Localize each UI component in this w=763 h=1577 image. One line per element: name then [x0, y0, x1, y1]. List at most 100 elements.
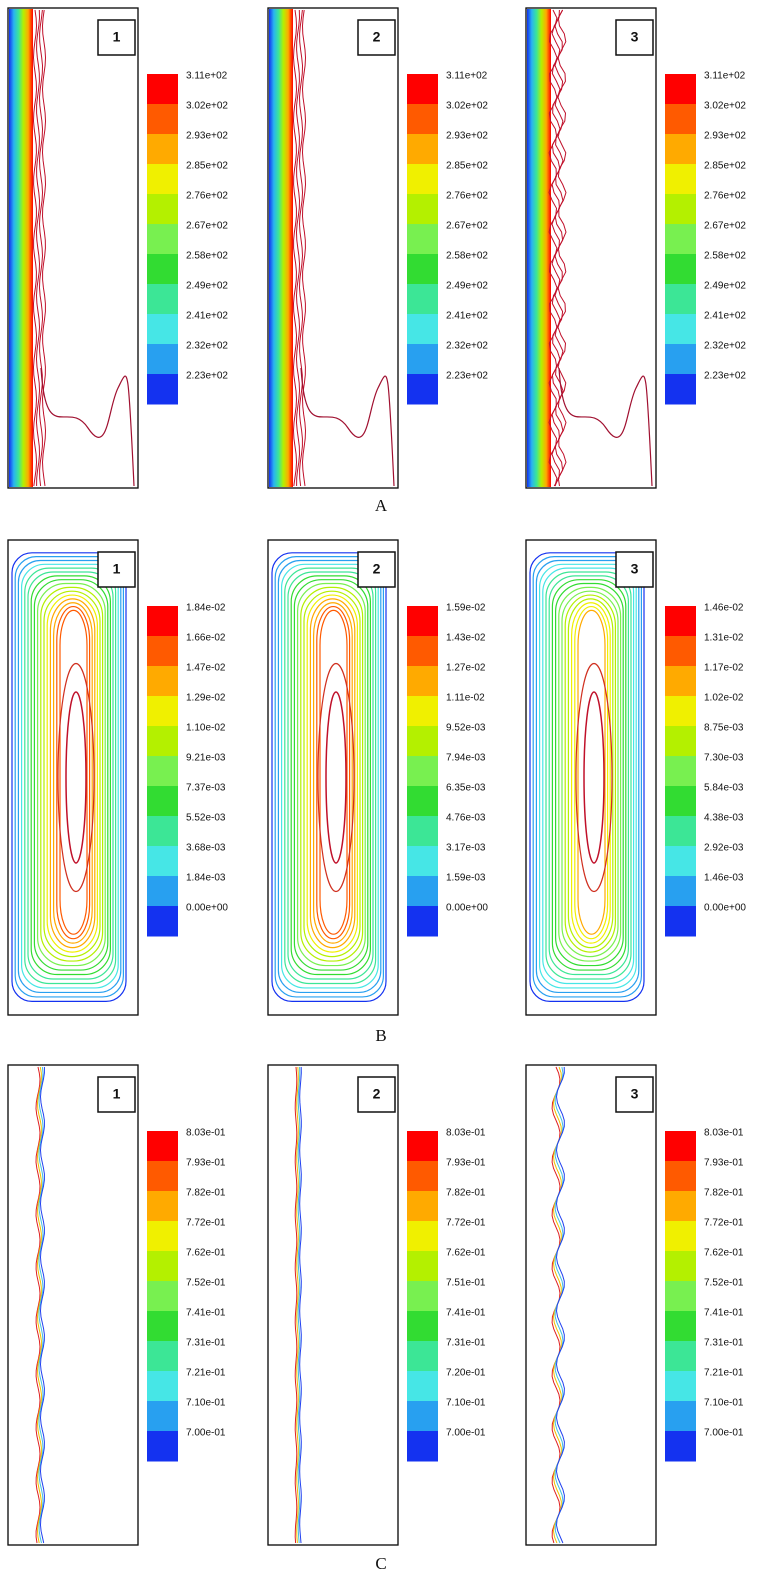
colorbar-swatch [147, 1191, 178, 1222]
colorbar-label: 7.62e-01 [446, 1248, 486, 1259]
colorbar-swatch [147, 134, 178, 165]
colorbar-label: 1.46e-02 [704, 603, 744, 614]
colorbar-label: 7.30e-03 [704, 753, 744, 764]
colorbar-label: 7.10e-01 [446, 1398, 486, 1409]
colorbar-label: 1.66e-02 [186, 633, 226, 644]
colorbar-label: 3.02e+02 [446, 101, 488, 112]
colorbar-label: 1.11e-02 [446, 693, 485, 704]
colorbar-swatch [665, 134, 696, 165]
colorbar-label: 7.52e-01 [186, 1278, 226, 1289]
colorbar-label: 2.49e+02 [186, 281, 228, 292]
colorbar-swatch [665, 756, 696, 787]
colorbar-label: 1.17e-02 [704, 663, 744, 674]
colorbar-label: 2.93e+02 [446, 131, 488, 142]
colorbar-label: 2.41e+02 [186, 311, 228, 322]
colorbar-label: 2.85e+02 [446, 161, 488, 172]
colorbar-swatch [407, 194, 438, 225]
colorbar-swatch [407, 816, 438, 847]
colorbar-swatch [407, 1311, 438, 1342]
colorbar-swatch [665, 1221, 696, 1252]
colorbar-swatch [407, 1371, 438, 1402]
colorbar-label: 2.85e+02 [186, 161, 228, 172]
colorbar-label: 2.93e+02 [704, 131, 746, 142]
colorbar-label: 7.20e-01 [446, 1368, 486, 1379]
colorbar-swatch [147, 164, 178, 195]
panel-label: 3 [631, 1086, 639, 1102]
colorbar-label: 5.52e-03 [186, 813, 226, 824]
colorbar-swatch [407, 1431, 438, 1462]
colorbar-label: 1.43e-02 [446, 633, 486, 644]
colorbar-label: 0.00e+00 [186, 903, 228, 914]
colorbar-swatch [407, 756, 438, 787]
colorbar-swatch [147, 1221, 178, 1252]
colorbar-label: 2.49e+02 [446, 281, 488, 292]
colorbar-swatch [665, 786, 696, 817]
colorbar-swatch [407, 164, 438, 195]
colorbar-swatch [665, 816, 696, 847]
colorbar-label: 7.00e-01 [704, 1428, 744, 1439]
colorbar-swatch [665, 1251, 696, 1282]
panel-label: 2 [373, 561, 381, 577]
colorbar-label: 3.02e+02 [186, 101, 228, 112]
colorbar-label: 3.11e+02 [186, 71, 228, 82]
colorbar-swatch [665, 1371, 696, 1402]
colorbar-label: 7.37e-03 [186, 783, 226, 794]
colorbar-label: 1.27e-02 [446, 663, 486, 674]
colorbar-swatch [665, 846, 696, 877]
colorbar-label: 7.82e-01 [446, 1188, 486, 1199]
colorbar-swatch [407, 1341, 438, 1372]
colorbar-label: 2.32e+02 [446, 341, 488, 352]
colorbar-swatch [147, 1161, 178, 1192]
colorbar-label: 2.23e+02 [446, 371, 488, 382]
colorbar-label: 9.52e-03 [446, 723, 486, 734]
colorbar-swatch [665, 104, 696, 135]
colorbar-label: 7.62e-01 [186, 1248, 226, 1259]
colorbar-swatch [665, 254, 696, 285]
colorbar-swatch [147, 636, 178, 667]
colorbar-swatch [147, 284, 178, 315]
colorbar-label: 7.41e-01 [704, 1308, 744, 1319]
colorbar-swatch [665, 1281, 696, 1312]
colorbar-swatch [147, 104, 178, 135]
colorbar-swatch [665, 906, 696, 937]
panel-label: 1 [113, 1086, 121, 1102]
colorbar-label: 4.38e-03 [704, 813, 744, 824]
figure: 1 3.11e+02 3.02e+02 2.93e+02 2.85e+02 2.76e+0… [0, 0, 763, 1577]
colorbar-label: 7.93e-01 [704, 1158, 744, 1169]
colorbar-swatch [147, 846, 178, 877]
colorbar-label: 9.21e-03 [186, 753, 226, 764]
colorbar-swatch [147, 696, 178, 727]
colorbar-label: 7.51e-01 [446, 1278, 486, 1289]
colorbar-label: 3.11e+02 [704, 71, 746, 82]
colorbar-label: 2.58e+02 [704, 251, 746, 262]
colorbar-label: 1.59e-02 [446, 603, 486, 614]
colorbar-label: 2.23e+02 [704, 371, 746, 382]
colorbar-swatch [407, 1221, 438, 1252]
colorbar-swatch [147, 254, 178, 285]
row-letter: A [375, 496, 388, 515]
colorbar-label: 4.76e-03 [446, 813, 486, 824]
colorbar-label: 7.82e-01 [186, 1188, 226, 1199]
colorbar-label: 0.00e+00 [704, 903, 746, 914]
colorbar-label: 7.52e-01 [704, 1278, 744, 1289]
colorbar-label: 7.31e-01 [704, 1338, 744, 1349]
colorbar-label: 7.93e-01 [446, 1158, 486, 1169]
colorbar-label: 2.76e+02 [446, 191, 488, 202]
colorbar-swatch [147, 1311, 178, 1342]
colorbar-swatch [407, 254, 438, 285]
colorbar-label: 8.03e-01 [446, 1128, 486, 1139]
colorbar-swatch [147, 906, 178, 937]
colorbar-label: 7.72e-01 [446, 1218, 486, 1229]
colorbar-label: 3.68e-03 [186, 843, 226, 854]
colorbar-swatch [407, 666, 438, 697]
colorbar-label: 7.72e-01 [704, 1218, 744, 1229]
colorbar-swatch [407, 134, 438, 165]
colorbar-swatch [665, 666, 696, 697]
page: {"rows": [ {"letter": "A", "panels": [ {… [0, 0, 763, 1577]
colorbar-swatch [147, 1431, 178, 1462]
colorbar-label: 1.59e-03 [446, 873, 486, 884]
colorbar-swatch [407, 1251, 438, 1282]
colorbar-label: 6.35e-03 [446, 783, 486, 794]
colorbar-swatch [407, 224, 438, 255]
colorbar-label: 5.84e-03 [704, 783, 744, 794]
